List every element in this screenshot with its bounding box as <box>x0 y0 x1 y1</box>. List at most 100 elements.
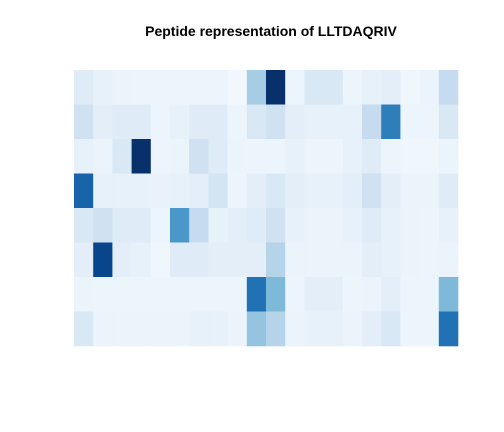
heatmap-cell-r6-c12 <box>304 277 324 312</box>
heatmap-cell-r1-c18 <box>419 104 440 140</box>
heatmap-cell-r0-c6 <box>189 70 209 105</box>
heatmap-cell-r1-c13 <box>323 104 344 140</box>
heatmap-cell-r4-c12 <box>304 208 324 243</box>
heatmap-cell-r7-c9 <box>246 311 267 347</box>
heatmap-cell-r7-c14 <box>342 311 363 347</box>
heatmap-cell-r7-c7 <box>208 311 228 347</box>
heatmap-cell-r5-c0 <box>74 242 94 278</box>
heatmap-cell-r7-c11 <box>285 311 305 347</box>
heatmap-cell-r2-c5 <box>170 139 190 174</box>
heatmap-cell-r3-c19 <box>438 173 459 209</box>
heatmap-cells <box>74 70 459 347</box>
heatmap-cell-r3-c14 <box>342 173 363 209</box>
heatmap-cell-r2-c0 <box>74 139 94 174</box>
heatmap-cell-r2-c17 <box>400 139 420 174</box>
heatmap-cell-r6-c16 <box>381 277 401 312</box>
heatmap-cell-r6-c6 <box>189 277 209 312</box>
heatmap-cell-r3-c16 <box>381 173 401 209</box>
heatmap-cell-r3-c18 <box>419 173 440 209</box>
heatmap-cell-r1-c11 <box>285 104 305 140</box>
heatmap-cell-r3-c4 <box>150 173 171 209</box>
heatmap-cell-r3-c9 <box>246 173 267 209</box>
heatmap-cell-r0-c0 <box>74 70 94 105</box>
heatmap-cell-r5-c9 <box>246 242 267 278</box>
heatmap-cell-r7-c4 <box>150 311 171 347</box>
heatmap-cell-r2-c9 <box>246 139 267 174</box>
heatmap-cell-r1-c6 <box>189 104 209 140</box>
heatmap-cell-r5-c17 <box>400 242 420 278</box>
heatmap-cell-r1-c7 <box>208 104 228 140</box>
heatmap-cell-r7-c8 <box>227 311 248 347</box>
heatmap-cell-r4-c15 <box>362 208 382 243</box>
heatmap-cell-r7-c0 <box>74 311 94 347</box>
heatmap-cell-r1-c0 <box>74 104 94 140</box>
heatmap-cell-r2-c4 <box>150 139 171 174</box>
heatmap-cell-r7-c18 <box>419 311 440 347</box>
heatmap-cell-r5-c10 <box>266 242 286 278</box>
heatmap-cell-r7-c1 <box>93 311 113 347</box>
heatmap-cell-r3-c8 <box>227 173 248 209</box>
heatmap-cell-r3-c3 <box>131 173 152 209</box>
heatmap-cell-r4-c13 <box>323 208 344 243</box>
heatmap-cell-r2-c6 <box>189 139 209 174</box>
heatmap-cell-r2-c10 <box>266 139 286 174</box>
heatmap-cell-r4-c11 <box>285 208 305 243</box>
heatmap-cell-r4-c8 <box>227 208 248 243</box>
heatmap-cell-r0-c16 <box>381 70 401 105</box>
heatmap-cell-r2-c11 <box>285 139 305 174</box>
heatmap-cell-r5-c3 <box>131 242 152 278</box>
heatmap-cell-r0-c5 <box>170 70 190 105</box>
heatmap-cell-r4-c9 <box>246 208 267 243</box>
heatmap-cell-r2-c19 <box>438 139 459 174</box>
heatmap-cell-r3-c7 <box>208 173 228 209</box>
heatmap-cell-r3-c12 <box>304 173 324 209</box>
heatmap-cell-r2-c7 <box>208 139 228 174</box>
heatmap-cell-r0-c1 <box>93 70 113 105</box>
heatmap-cell-r6-c18 <box>419 277 440 312</box>
heatmap-cell-r0-c11 <box>285 70 305 105</box>
heatmap-cell-r6-c17 <box>400 277 420 312</box>
heatmap-cell-r7-c19 <box>438 311 459 347</box>
heatmap-cell-r4-c1 <box>93 208 113 243</box>
heatmap-cell-r6-c1 <box>93 277 113 312</box>
heatmap-cell-r4-c5 <box>170 208 190 243</box>
heatmap-cell-r7-c15 <box>362 311 382 347</box>
heatmap-cell-r7-c5 <box>170 311 190 347</box>
heatmap-cell-r3-c0 <box>74 173 94 209</box>
heatmap-cell-r4-c7 <box>208 208 228 243</box>
heatmap-cell-r0-c19 <box>438 70 459 105</box>
heatmap-cell-r4-c14 <box>342 208 363 243</box>
heatmap-cell-r1-c14 <box>342 104 363 140</box>
heatmap-cell-r6-c14 <box>342 277 363 312</box>
heatmap-cell-r0-c17 <box>400 70 420 105</box>
heatmap-cell-r5-c15 <box>362 242 382 278</box>
heatmap-cell-r5-c14 <box>342 242 363 278</box>
heatmap-cell-r4-c3 <box>131 208 152 243</box>
heatmap-cell-r4-c4 <box>150 208 171 243</box>
heatmap-cell-r6-c2 <box>112 277 132 312</box>
heatmap-cell-r2-c2 <box>112 139 132 174</box>
heatmap-cell-r5-c2 <box>112 242 132 278</box>
heatmap-cell-r5-c16 <box>381 242 401 278</box>
heatmap-cell-r1-c16 <box>381 104 401 140</box>
heatmap-cell-r1-c9 <box>246 104 267 140</box>
heatmap-cell-r2-c15 <box>362 139 382 174</box>
heatmap-cell-r5-c7 <box>208 242 228 278</box>
heatmap-cell-r6-c15 <box>362 277 382 312</box>
heatmap-cell-r7-c17 <box>400 311 420 347</box>
heatmap-cell-r7-c16 <box>381 311 401 347</box>
heatmap-cell-r1-c12 <box>304 104 324 140</box>
heatmap-cell-r7-c13 <box>323 311 344 347</box>
heatmap-cell-r6-c4 <box>150 277 171 312</box>
heatmap-cell-r0-c4 <box>150 70 171 105</box>
heatmap-cell-r0-c15 <box>362 70 382 105</box>
heatmap-cell-r7-c6 <box>189 311 209 347</box>
heatmap-cell-r4-c19 <box>438 208 459 243</box>
heatmap-cell-r0-c10 <box>266 70 286 105</box>
heatmap-cell-r0-c9 <box>246 70 267 105</box>
heatmap-cell-r6-c8 <box>227 277 248 312</box>
heatmap-cell-r2-c16 <box>381 139 401 174</box>
heatmap-cell-r5-c19 <box>438 242 459 278</box>
